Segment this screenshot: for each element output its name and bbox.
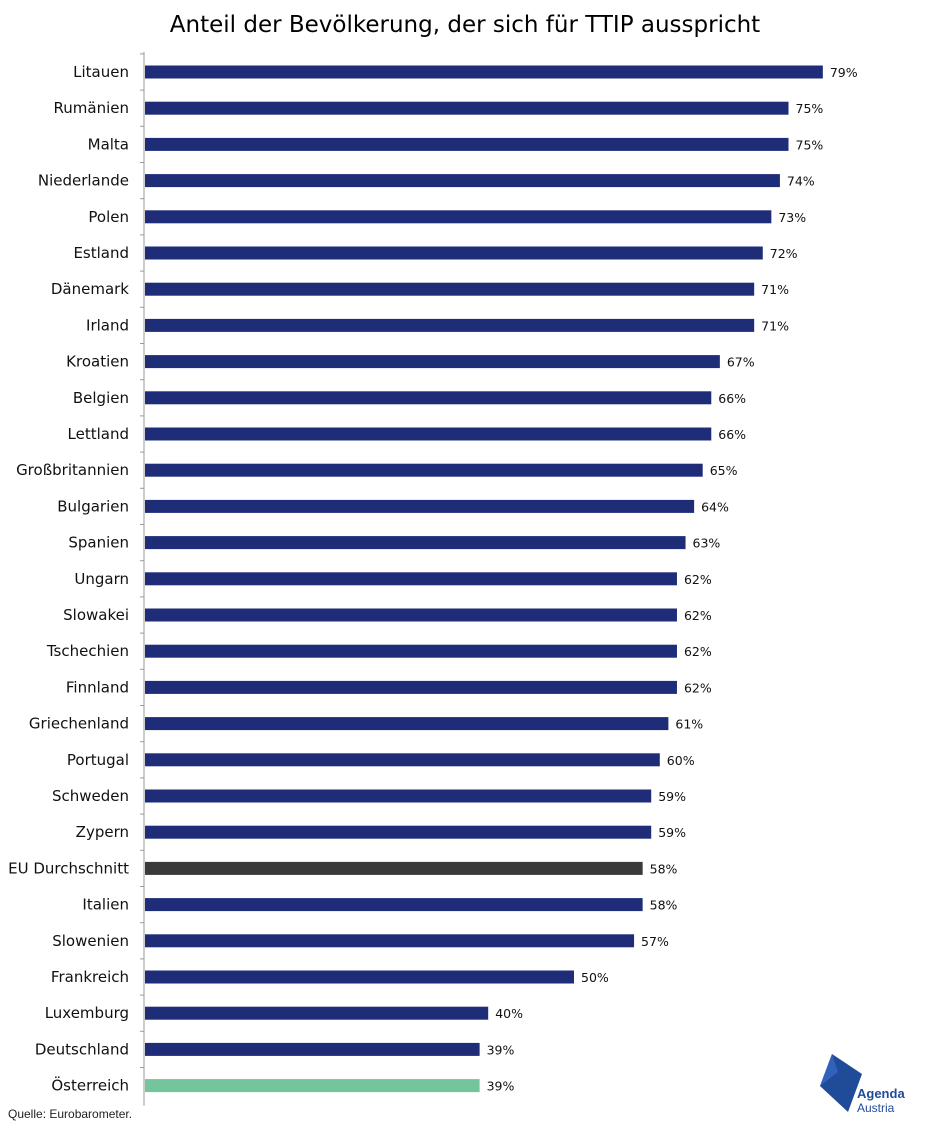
category-label: Finnland xyxy=(66,678,129,696)
agenda-austria-logo: Agenda Austria xyxy=(818,1052,918,1122)
category-label: Polen xyxy=(88,208,129,226)
category-label: Griechenland xyxy=(29,715,129,733)
bar xyxy=(145,789,652,803)
logo-text-line2: Austria xyxy=(857,1101,895,1115)
category-label: Deutschland xyxy=(35,1040,129,1058)
category-label: Luxemburg xyxy=(45,1004,129,1022)
bar xyxy=(145,318,755,332)
value-label: 50% xyxy=(581,970,609,985)
category-label: Tschechien xyxy=(46,642,129,660)
bar xyxy=(145,246,763,260)
category-label: Kroatien xyxy=(66,353,129,371)
category-label: Irland xyxy=(86,316,129,334)
bar xyxy=(145,970,574,984)
bar xyxy=(145,210,772,224)
bar xyxy=(145,536,686,550)
value-label: 72% xyxy=(770,246,798,261)
category-label: Italien xyxy=(82,896,129,914)
value-label: 40% xyxy=(495,1006,523,1021)
bar xyxy=(145,861,643,875)
category-label: Schweden xyxy=(52,787,129,805)
category-label: Portugal xyxy=(67,751,129,769)
value-label: 64% xyxy=(701,499,729,514)
category-label: Spanien xyxy=(68,534,129,552)
category-label: Slowakei xyxy=(63,606,129,624)
bar xyxy=(145,1042,480,1056)
value-label: 59% xyxy=(658,789,686,804)
value-label: 79% xyxy=(830,65,858,80)
logo-mark-icon xyxy=(820,1054,862,1112)
bar xyxy=(145,282,755,296)
value-label: 62% xyxy=(684,608,712,623)
bar xyxy=(145,608,677,622)
bar xyxy=(145,137,789,151)
value-label: 75% xyxy=(796,137,824,152)
bar xyxy=(145,499,695,513)
value-label: 63% xyxy=(693,536,721,551)
value-label: 71% xyxy=(761,318,789,333)
category-label: Rumänien xyxy=(54,99,129,117)
category-label: Ungarn xyxy=(74,570,129,588)
category-label: Estland xyxy=(73,244,129,262)
value-label: 58% xyxy=(650,898,678,913)
bar xyxy=(145,391,712,405)
bar xyxy=(145,101,789,115)
category-label: Österreich xyxy=(51,1076,129,1095)
value-label: 66% xyxy=(718,427,746,442)
category-label: Frankreich xyxy=(51,968,129,986)
value-label: 60% xyxy=(667,753,695,768)
value-label: 62% xyxy=(684,680,712,695)
value-label: 39% xyxy=(487,1079,515,1094)
bar xyxy=(145,825,652,839)
bar xyxy=(145,1079,480,1093)
chart-title: Anteil der Bevölkerung, der sich für TTI… xyxy=(169,12,761,38)
logo-text-line1: Agenda xyxy=(857,1086,905,1101)
category-label: Dänemark xyxy=(51,280,129,298)
bar xyxy=(145,753,660,767)
source-note: Quelle: Eurobarometer. xyxy=(8,1107,133,1121)
bar xyxy=(145,65,823,79)
category-label: Niederlande xyxy=(38,172,129,190)
value-label: 73% xyxy=(778,210,806,225)
bar xyxy=(145,427,712,441)
value-label: 61% xyxy=(675,717,703,732)
category-label: Lettland xyxy=(68,425,129,443)
category-label: Malta xyxy=(88,135,129,153)
value-label: 59% xyxy=(658,825,686,840)
value-label: 58% xyxy=(650,861,678,876)
value-label: 74% xyxy=(787,174,815,189)
bar xyxy=(145,644,677,658)
category-label: Litauen xyxy=(73,63,129,81)
bar xyxy=(145,572,677,586)
category-label: Großbritannien xyxy=(16,461,129,479)
value-label: 62% xyxy=(684,572,712,587)
value-label: 62% xyxy=(684,644,712,659)
category-label: Bulgarien xyxy=(57,497,129,515)
value-label: 67% xyxy=(727,355,755,370)
bar xyxy=(145,934,635,948)
value-label: 71% xyxy=(761,282,789,297)
category-label: Slowenien xyxy=(52,932,129,950)
bar xyxy=(145,717,669,731)
bar xyxy=(145,680,677,694)
bar xyxy=(145,1006,489,1020)
category-label: EU Durchschnitt xyxy=(8,859,129,877)
bar xyxy=(145,355,720,369)
value-label: 57% xyxy=(641,934,669,949)
value-label: 66% xyxy=(718,391,746,406)
value-label: 39% xyxy=(487,1042,515,1057)
category-label: Belgien xyxy=(73,389,129,407)
value-label: 65% xyxy=(710,463,738,478)
bar xyxy=(145,898,643,912)
bar xyxy=(145,463,703,477)
bar xyxy=(145,174,780,188)
category-label: Zypern xyxy=(76,823,129,841)
value-label: 75% xyxy=(796,101,824,116)
